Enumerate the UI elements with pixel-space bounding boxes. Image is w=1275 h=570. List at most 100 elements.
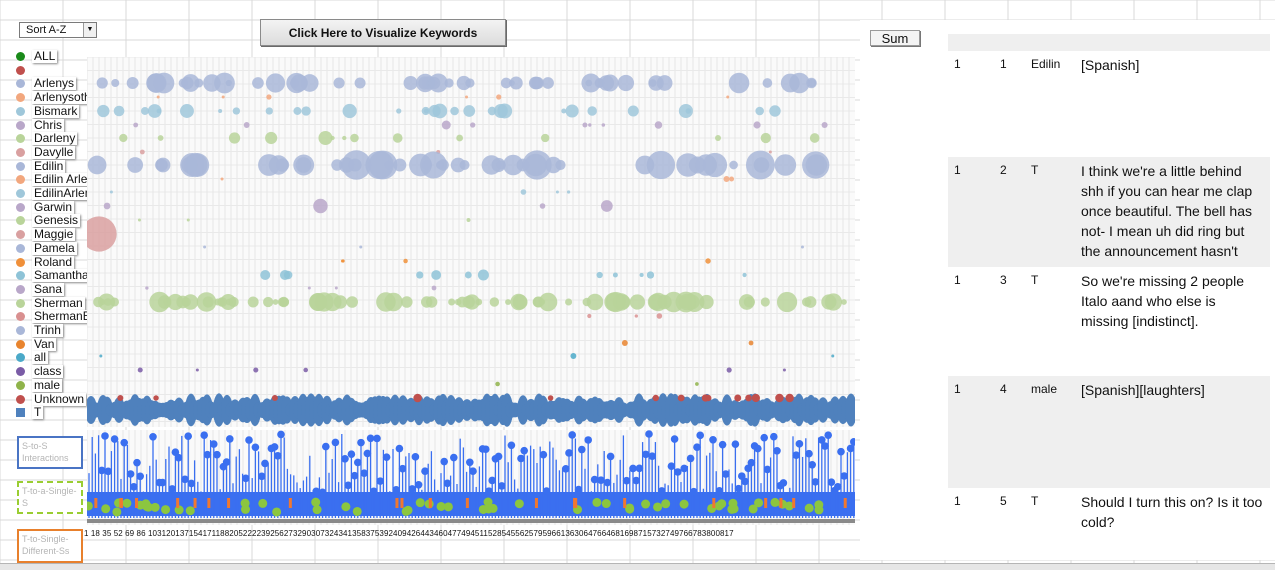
visualize-keywords-button[interactable]: Click Here to Visualize Keywords xyxy=(260,19,506,46)
legend-item[interactable]: ALL xyxy=(16,49,58,63)
legend-label: Pamela xyxy=(32,240,77,255)
transcript-header-row xyxy=(948,34,1270,51)
dot-marker-icon xyxy=(16,52,25,61)
legend-label: Edilin xyxy=(32,158,66,173)
transcript-cell-col2: 2 xyxy=(1000,163,1007,177)
t-to-single-s-box[interactable]: T-to-a-Single-S xyxy=(17,481,83,514)
transcript-utterance: I think we're a little behind shh if you… xyxy=(1081,163,1253,259)
t-to-single-different-ss-box[interactable]: T-to-Single-Different-Ss xyxy=(17,529,83,563)
legend-label: all xyxy=(32,350,49,365)
dot-marker-icon xyxy=(16,93,25,103)
transcript-cell-speaker: T xyxy=(1031,273,1039,287)
dot-marker-icon xyxy=(16,326,25,335)
legend-item[interactable]: Davylle xyxy=(16,145,76,159)
sum-button[interactable]: Sum xyxy=(870,30,920,46)
legend-item[interactable]: Pamela xyxy=(16,240,77,255)
transcript-cell-col2: 5 xyxy=(1000,494,1007,508)
legend-item[interactable]: Chris xyxy=(16,117,65,132)
legend-label: Arlenys xyxy=(32,76,77,91)
transcript-cell-speaker: male xyxy=(1031,382,1058,396)
dot-marker-icon xyxy=(16,339,25,349)
dot-marker-icon xyxy=(16,189,25,198)
legend-item[interactable]: Arlenys xyxy=(16,76,77,91)
transcript-utterance: Should I turn this on? Is it too cold? xyxy=(1081,494,1263,530)
transcript-row[interactable]: 1 2 T I think we're a little behind shh if … xyxy=(948,157,1270,267)
dot-marker-icon xyxy=(16,175,25,185)
legend-item[interactable]: Edilin xyxy=(16,158,66,173)
legend-label: T xyxy=(32,405,44,420)
transcript-cell-speaker: Edilin xyxy=(1031,57,1061,71)
transcript-cell-col1: 1 xyxy=(954,163,961,177)
legend-item[interactable]: Darleny xyxy=(16,131,78,146)
legend-label: Roland xyxy=(32,254,75,269)
dot-marker-icon xyxy=(16,79,25,89)
legend-label: Garwin xyxy=(32,199,75,214)
dot-marker-icon xyxy=(16,161,25,171)
legend-label: Van xyxy=(32,336,57,351)
legend-label: Sana xyxy=(32,281,65,296)
turn-index-axis-labels: 1 18 35 52 69 86 10312013715417118820522… xyxy=(84,529,734,538)
transcript-row[interactable]: 1 1 Edilin [Spanish] xyxy=(948,51,1270,157)
s-to-s-interactions-box[interactable]: S-to-S Interactions xyxy=(17,436,83,469)
speaker-bubble-chart xyxy=(87,57,855,427)
chevron-down-icon[interactable]: ▼ xyxy=(83,23,96,37)
legend-label: ALL xyxy=(32,49,58,63)
dot-marker-icon xyxy=(16,243,25,253)
transcript-row[interactable]: 1 4 male [Spanish][laughters] xyxy=(948,376,1270,488)
legend-label: Trinh xyxy=(32,323,63,337)
dot-marker-icon xyxy=(16,134,25,144)
transcript-table: 1 1 Edilin [Spanish] 1 2 T I think we're a litt… xyxy=(948,34,1270,548)
dot-marker-icon xyxy=(16,147,25,157)
legend-item[interactable]: Roland xyxy=(16,254,75,269)
legend-item[interactable]: Unknown xyxy=(16,391,87,406)
dot-marker-icon xyxy=(16,380,25,390)
legend-label: class xyxy=(32,364,64,379)
transcript-utterance: So we're missing 2 people Italo aand who… xyxy=(1081,273,1244,329)
transcript-cell-speaker: T xyxy=(1031,163,1039,177)
legend-item[interactable]: Van xyxy=(16,336,57,351)
legend-label: Darleny xyxy=(32,131,78,146)
dot-marker-icon xyxy=(16,367,25,377)
legend-item[interactable]: Genesis xyxy=(16,213,81,228)
legend-item[interactable] xyxy=(16,64,32,77)
legend-item[interactable]: male xyxy=(16,377,63,392)
legend-item[interactable]: Sherman xyxy=(16,295,85,310)
legend-label: Genesis xyxy=(32,213,81,228)
dot-marker-icon xyxy=(16,271,25,281)
legend-item[interactable]: all xyxy=(16,350,49,365)
legend-label: Chris xyxy=(32,117,65,132)
transcript-cell-speaker: T xyxy=(1031,494,1039,508)
transcript-cell-col1: 1 xyxy=(954,382,961,396)
legend-label: Sherman xyxy=(32,295,85,310)
dot-marker-icon xyxy=(16,230,25,240)
dot-marker-icon xyxy=(16,312,25,322)
legend-item[interactable]: T xyxy=(16,405,44,420)
transcript-cell-col1: 1 xyxy=(954,57,961,71)
transcript-cell-col2: 3 xyxy=(1000,273,1007,287)
legend-item[interactable]: Samantha xyxy=(16,269,91,283)
dot-marker-icon xyxy=(16,394,25,404)
dot-marker-icon xyxy=(16,106,25,116)
legend-item[interactable]: Trinh xyxy=(16,324,63,337)
legend-label: Unknown xyxy=(32,391,87,406)
legend-item[interactable]: Bismark xyxy=(16,103,80,118)
legend-label: male xyxy=(32,377,63,392)
legend-item[interactable]: Maggie xyxy=(16,228,76,242)
sort-dropdown[interactable]: Sort A-Z ▼ xyxy=(19,22,97,38)
legend-label: Bismark xyxy=(32,103,80,118)
transcript-utterance: [Spanish][laughters] xyxy=(1081,382,1205,398)
dot-marker-icon xyxy=(16,298,25,308)
sort-dropdown-value: Sort A-Z xyxy=(26,24,67,36)
dot-marker-icon xyxy=(16,216,25,226)
legend-item[interactable]: Sana xyxy=(16,281,65,296)
legend-item[interactable]: class xyxy=(16,364,64,379)
dot-marker-icon xyxy=(16,120,25,130)
transcript-row[interactable]: 1 5 T Should I turn this on? Is it too cold… xyxy=(948,488,1270,548)
dot-marker-icon xyxy=(16,202,25,212)
sheet-tab-bar[interactable] xyxy=(0,563,1275,570)
legend-item[interactable]: Garwin xyxy=(16,199,75,214)
transcript-row[interactable]: 1 3 T So we're missing 2 people Italo aand … xyxy=(948,267,1270,376)
dot-marker-icon xyxy=(16,353,25,363)
transcript-cell-col2: 1 xyxy=(1000,57,1007,71)
dot-marker-icon xyxy=(16,284,25,294)
